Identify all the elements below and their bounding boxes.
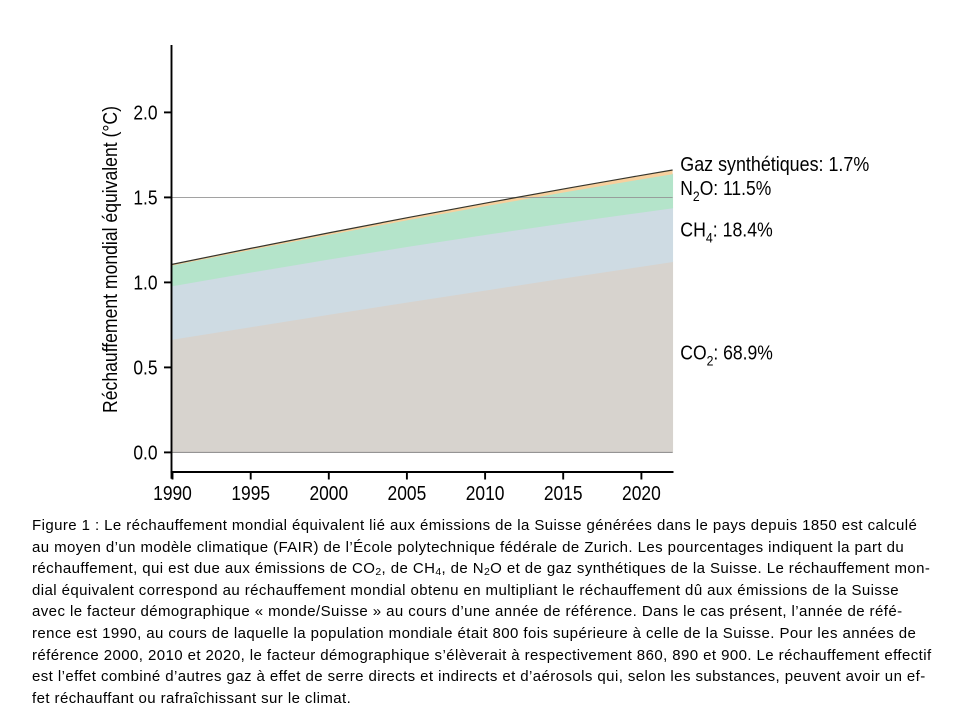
svg-text:1.5: 1.5 <box>133 186 157 208</box>
svg-text:N2O: 11.5%: N2O: 11.5% <box>680 177 771 204</box>
svg-text:1995: 1995 <box>231 482 270 504</box>
svg-text:2020: 2020 <box>622 482 661 504</box>
svg-text:2010: 2010 <box>466 482 505 504</box>
svg-text:0.0: 0.0 <box>133 441 157 463</box>
svg-text:2015: 2015 <box>544 482 583 504</box>
svg-text:CO2: 68.9%: CO2: 68.9% <box>680 342 773 369</box>
svg-text:1.0: 1.0 <box>133 271 157 293</box>
svg-text:2000: 2000 <box>309 482 348 504</box>
svg-text:Gaz synthétiques: 1.7%: Gaz synthétiques: 1.7% <box>680 154 869 176</box>
svg-text:2005: 2005 <box>388 482 427 504</box>
svg-text:Réchauffement mondial équivale: Réchauffement mondial équivalent (°C) <box>99 106 121 413</box>
svg-text:1990: 1990 <box>153 482 192 504</box>
svg-text:2.0: 2.0 <box>133 101 157 123</box>
svg-text:0.5: 0.5 <box>133 356 157 378</box>
svg-text:CH4: 18.4%: CH4: 18.4% <box>680 219 773 245</box>
